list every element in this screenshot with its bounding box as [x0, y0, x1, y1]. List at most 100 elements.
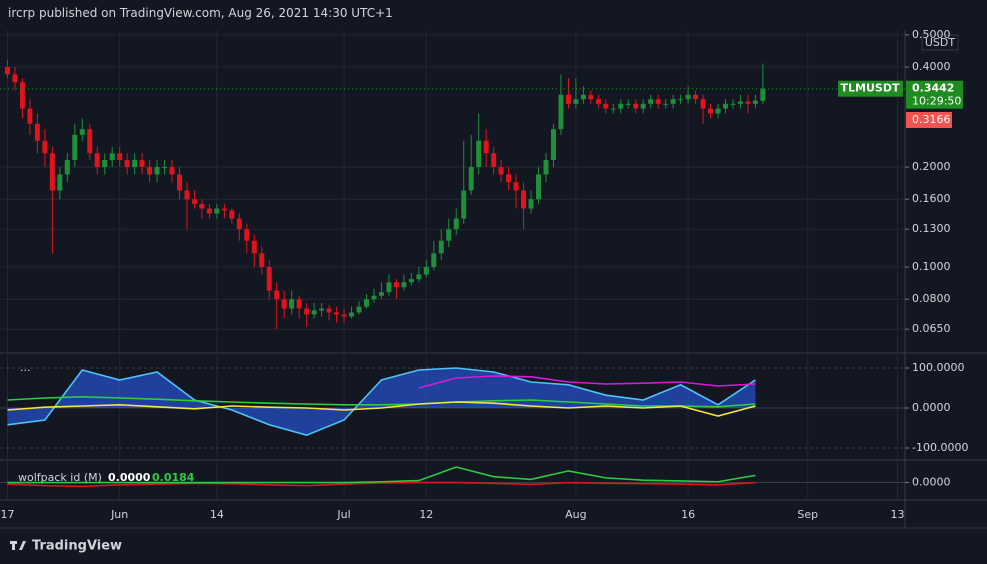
marker-box	[906, 112, 952, 128]
candle-body	[64, 159, 70, 175]
candle-body	[124, 159, 130, 168]
candle-body	[423, 267, 429, 275]
candle-body	[154, 167, 160, 175]
candle-body	[281, 299, 287, 309]
candle-body	[513, 182, 519, 191]
x-tick-label: Aug	[565, 508, 586, 521]
x-tick-label: 14	[210, 508, 224, 521]
candle-body	[685, 94, 691, 100]
y-tick-label: 0.0800	[912, 292, 951, 305]
line	[7, 395, 756, 408]
candle-body	[162, 167, 168, 169]
y-tick-label: 100.0000	[912, 361, 965, 374]
y-tick-label: -100.0000	[912, 441, 968, 454]
countdown-label: 10:29:50	[912, 95, 961, 108]
candle-body	[760, 88, 766, 101]
candle-body	[603, 103, 609, 109]
menu-dots[interactable]: ···	[20, 364, 31, 377]
candle-body	[580, 94, 586, 100]
candle-body	[700, 99, 706, 109]
candle-body	[745, 101, 751, 104]
candle-body	[543, 159, 549, 175]
candle-body	[453, 218, 459, 230]
candle-body	[72, 134, 78, 160]
candle-body	[259, 253, 265, 268]
candle-body	[528, 199, 534, 209]
candle-body	[311, 310, 317, 315]
candle-body	[625, 103, 631, 105]
y-tick-label: 0.5000	[912, 28, 951, 41]
brand: TradingView	[32, 539, 122, 554]
candle-body	[206, 208, 212, 214]
candle-body	[506, 174, 512, 183]
candle-body	[214, 208, 220, 214]
candle-body	[251, 240, 257, 254]
candle-body	[4, 67, 10, 75]
candle-body	[640, 103, 646, 109]
pane-title: wolfpack id (M)	[18, 471, 102, 484]
candle-body	[236, 218, 242, 230]
candle-body	[57, 174, 63, 191]
candle-body	[468, 167, 474, 191]
candle-body	[79, 129, 85, 135]
line	[418, 375, 756, 389]
candle-body	[408, 279, 414, 283]
header: ircrp published on TradingView.com, Aug …	[8, 6, 393, 20]
candle-body	[393, 282, 399, 288]
readout: 0.0184	[152, 471, 195, 484]
candle-body	[356, 306, 362, 313]
candle-body	[94, 153, 100, 168]
pane	[7, 367, 756, 437]
candle-body	[715, 108, 721, 114]
candle-body	[648, 99, 654, 104]
candle-body	[558, 94, 564, 130]
x-tick-label: 16	[681, 508, 695, 521]
candle-body	[341, 314, 347, 317]
candle-body	[229, 210, 235, 219]
candle-body	[663, 103, 669, 105]
candle-body	[12, 74, 18, 83]
y-tick-label: 0.0650	[912, 322, 951, 335]
candle-body	[109, 153, 115, 160]
candle-body	[550, 129, 556, 160]
candle-body	[708, 108, 714, 114]
candle-body	[693, 94, 699, 100]
x-tick-label: 12	[419, 508, 433, 521]
candle-body	[491, 153, 497, 168]
candle-body	[521, 190, 527, 209]
candle-body	[498, 167, 504, 175]
readout: 0.0000	[108, 471, 151, 484]
candle-body	[169, 167, 175, 175]
y-tick-label: 0.4000	[912, 60, 951, 73]
candle-body	[139, 159, 145, 168]
candle-body	[42, 140, 48, 154]
candle-body	[386, 282, 392, 293]
pane	[7, 466, 756, 488]
candle-body	[289, 299, 295, 309]
candle-body	[221, 208, 227, 211]
x-tick-label: 17	[0, 508, 14, 521]
currency-box	[921, 34, 959, 51]
candle-body	[147, 167, 153, 175]
candle-body	[132, 159, 138, 168]
y-tick-label: 0.1300	[912, 222, 951, 235]
candle-body	[326, 308, 332, 313]
y-tick-label: 0.1000	[912, 260, 951, 273]
line	[7, 481, 756, 488]
candle-body	[461, 190, 467, 219]
candle-body	[27, 108, 33, 124]
candle-body	[363, 299, 369, 307]
candle-body	[378, 292, 384, 296]
candle-body	[34, 123, 40, 141]
line	[7, 466, 756, 484]
candle-body	[565, 94, 571, 104]
candle-body	[431, 253, 437, 268]
candle-body	[117, 153, 123, 160]
candle-body	[483, 140, 489, 154]
candle-body	[595, 99, 601, 104]
candle-body	[304, 308, 310, 315]
candle-body	[191, 199, 197, 204]
candle-body	[752, 100, 758, 104]
